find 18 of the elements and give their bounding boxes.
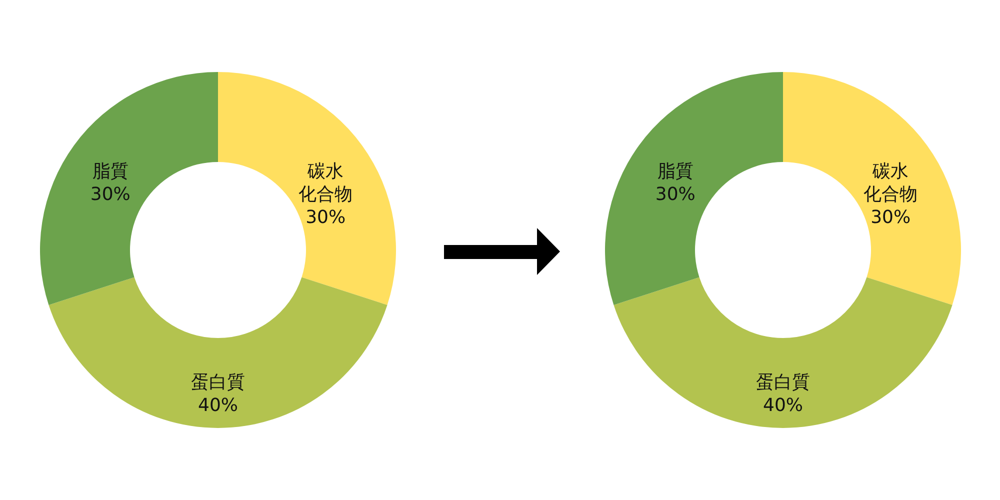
donut-slice	[614, 277, 952, 428]
data-label: 40%	[762, 395, 804, 416]
data-label: 30%	[306, 206, 346, 228]
donut-slice	[605, 72, 783, 306]
slice-label: 蛋白質	[756, 372, 810, 393]
donut-slice	[40, 72, 218, 306]
slice-label: 脂質	[657, 160, 694, 182]
data-label: 40%	[198, 395, 238, 416]
slice-label: 碳水化合物	[864, 160, 918, 205]
donut-slice	[783, 72, 961, 306]
slice-label: 脂質	[92, 160, 128, 182]
data-label: 30%	[655, 184, 696, 205]
donut-slice	[48, 277, 388, 428]
slice-label: 碳水化合物	[298, 160, 353, 205]
data-label: 30%	[870, 206, 911, 228]
donut-slice	[218, 72, 396, 306]
data-label: 30%	[90, 184, 130, 205]
slice-label: 蛋白質	[191, 372, 245, 393]
